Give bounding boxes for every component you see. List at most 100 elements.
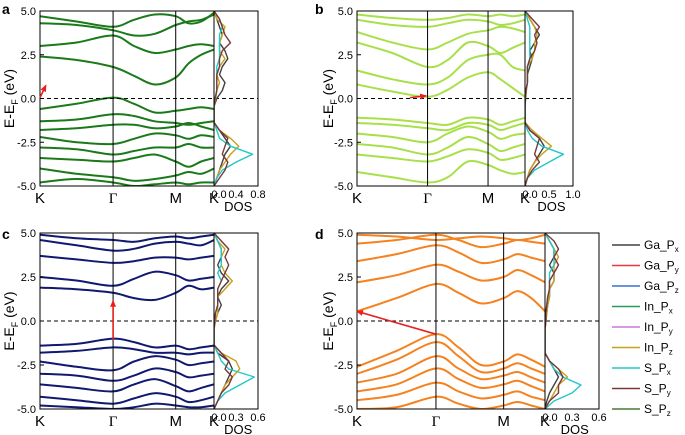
kpoint-label-k: K — [352, 413, 362, 430]
kpoint-label-k: K — [209, 413, 219, 430]
band-4 — [40, 270, 214, 287]
band-11 — [357, 148, 525, 163]
y-tick-label: 5.0 — [21, 6, 36, 18]
legend-entry: In_Py — [644, 320, 673, 336]
band-8 — [357, 355, 545, 384]
band-9 — [40, 367, 214, 382]
legend-entry: S_Px — [644, 361, 671, 377]
dos-tick-label: 0.0 — [211, 412, 226, 424]
dos-curve-S_Py — [545, 233, 564, 409]
legend: Ga_Px Ga_Py Ga_Pz In_Px In_Py In_Pz S_Px S_Py S_… — [612, 238, 679, 418]
kpoint-label-gamma: Γ — [423, 191, 432, 207]
dos-tick-label: 0.0 — [211, 189, 226, 201]
dos-frame — [524, 10, 574, 187]
dos-tick-label: 0.5 — [541, 189, 556, 201]
band-3 — [357, 244, 545, 265]
band-3 — [40, 34, 214, 55]
band-10 — [357, 381, 545, 402]
kpoint-label-gamma: Γ — [109, 191, 118, 207]
dos-curve-S_Py — [214, 11, 232, 186]
band-5 — [40, 96, 214, 114]
band-11 — [40, 167, 214, 182]
dos-tick-label: 0.0 — [542, 412, 557, 424]
legend-entry: In_Pz — [644, 341, 673, 357]
band-4 — [357, 40, 525, 69]
band-3 — [357, 25, 525, 51]
band-lines — [40, 233, 214, 409]
band-5 — [40, 284, 214, 302]
y-tick-label: 5.0 — [338, 6, 353, 18]
dos-curves — [214, 233, 255, 409]
y-tick-label: 0.0 — [338, 94, 353, 106]
kpoint-label-k: K — [35, 190, 45, 207]
y-tick-label: 0.0 — [338, 316, 353, 328]
band-gap-arrow — [409, 93, 428, 100]
band-7 — [357, 341, 545, 375]
y-tick-label: 2.5 — [21, 272, 36, 284]
band-lines — [357, 13, 525, 184]
dos-tick-label: 1.0 — [565, 189, 580, 201]
y-tick-label: -5.0 — [334, 181, 353, 193]
dos-axis-label: DOS — [561, 422, 590, 435]
band-1 — [40, 233, 214, 243]
band-8 — [40, 355, 214, 372]
y-tick-label: 0.0 — [21, 316, 36, 328]
band-gap-arrow — [356, 310, 437, 335]
band-2 — [357, 233, 545, 249]
band-2 — [357, 18, 525, 28]
band-10 — [40, 153, 214, 168]
dos-curve-S_Px — [525, 11, 565, 186]
band-5 — [357, 282, 545, 313]
legend-entry: In_Px — [644, 300, 673, 316]
dos-tick-label: 0.3 — [564, 412, 579, 424]
legend-entry: Ga_Px — [644, 238, 679, 254]
legend-entry: Ga_Pz — [644, 279, 679, 295]
y-tick-label: -5.0 — [17, 181, 36, 193]
y-tick-label: -2.5 — [334, 137, 353, 149]
y-tick-label: -5.0 — [334, 404, 353, 416]
y-tick-label: 0.0 — [21, 94, 36, 106]
band-3 — [40, 254, 214, 264]
kpoint-label-m: M — [169, 413, 182, 430]
band-5 — [357, 52, 525, 86]
y-tick-label: 2.5 — [338, 50, 353, 62]
legend-entry: S_Py — [644, 382, 671, 398]
y-tick-label: -5.0 — [17, 404, 36, 416]
kpoint-label-k: K — [352, 190, 362, 207]
y-tick-label: -2.5 — [334, 360, 353, 372]
dos-tick-label: 0.8 — [250, 189, 265, 201]
dos-tick-label: 0.6 — [250, 412, 265, 424]
band-6 — [357, 71, 525, 98]
band-8 — [40, 132, 214, 146]
kpoint-label-m: M — [482, 190, 495, 207]
band-12 — [40, 402, 214, 409]
dos-tick-label: 0.3 — [228, 412, 243, 424]
y-tick-label: -2.5 — [17, 360, 36, 372]
band-gap-arrow — [39, 84, 47, 98]
dos-axis-label: DOS — [537, 199, 566, 214]
band-6 — [40, 337, 214, 351]
dos-frame — [544, 232, 600, 410]
band-11 — [40, 392, 214, 405]
band-9 — [357, 367, 545, 393]
dos-tick-label: 0.6 — [591, 412, 606, 424]
band-lines — [357, 233, 545, 409]
band-8 — [357, 121, 525, 132]
band-lines — [40, 11, 214, 186]
kpoint-label-k: K — [209, 190, 219, 207]
band-2 — [40, 11, 214, 28]
panel-letter: c — [2, 226, 10, 242]
panel-letter: d — [315, 226, 324, 242]
panel-letter: b — [315, 1, 324, 17]
band-1 — [357, 13, 525, 21]
kpoint-label-m: M — [169, 190, 182, 207]
dos-frame — [213, 10, 259, 187]
band-10 — [357, 135, 525, 156]
dos-axis-label: DOS — [224, 199, 253, 214]
y-axis-label: E-EF (eV) — [320, 291, 339, 350]
